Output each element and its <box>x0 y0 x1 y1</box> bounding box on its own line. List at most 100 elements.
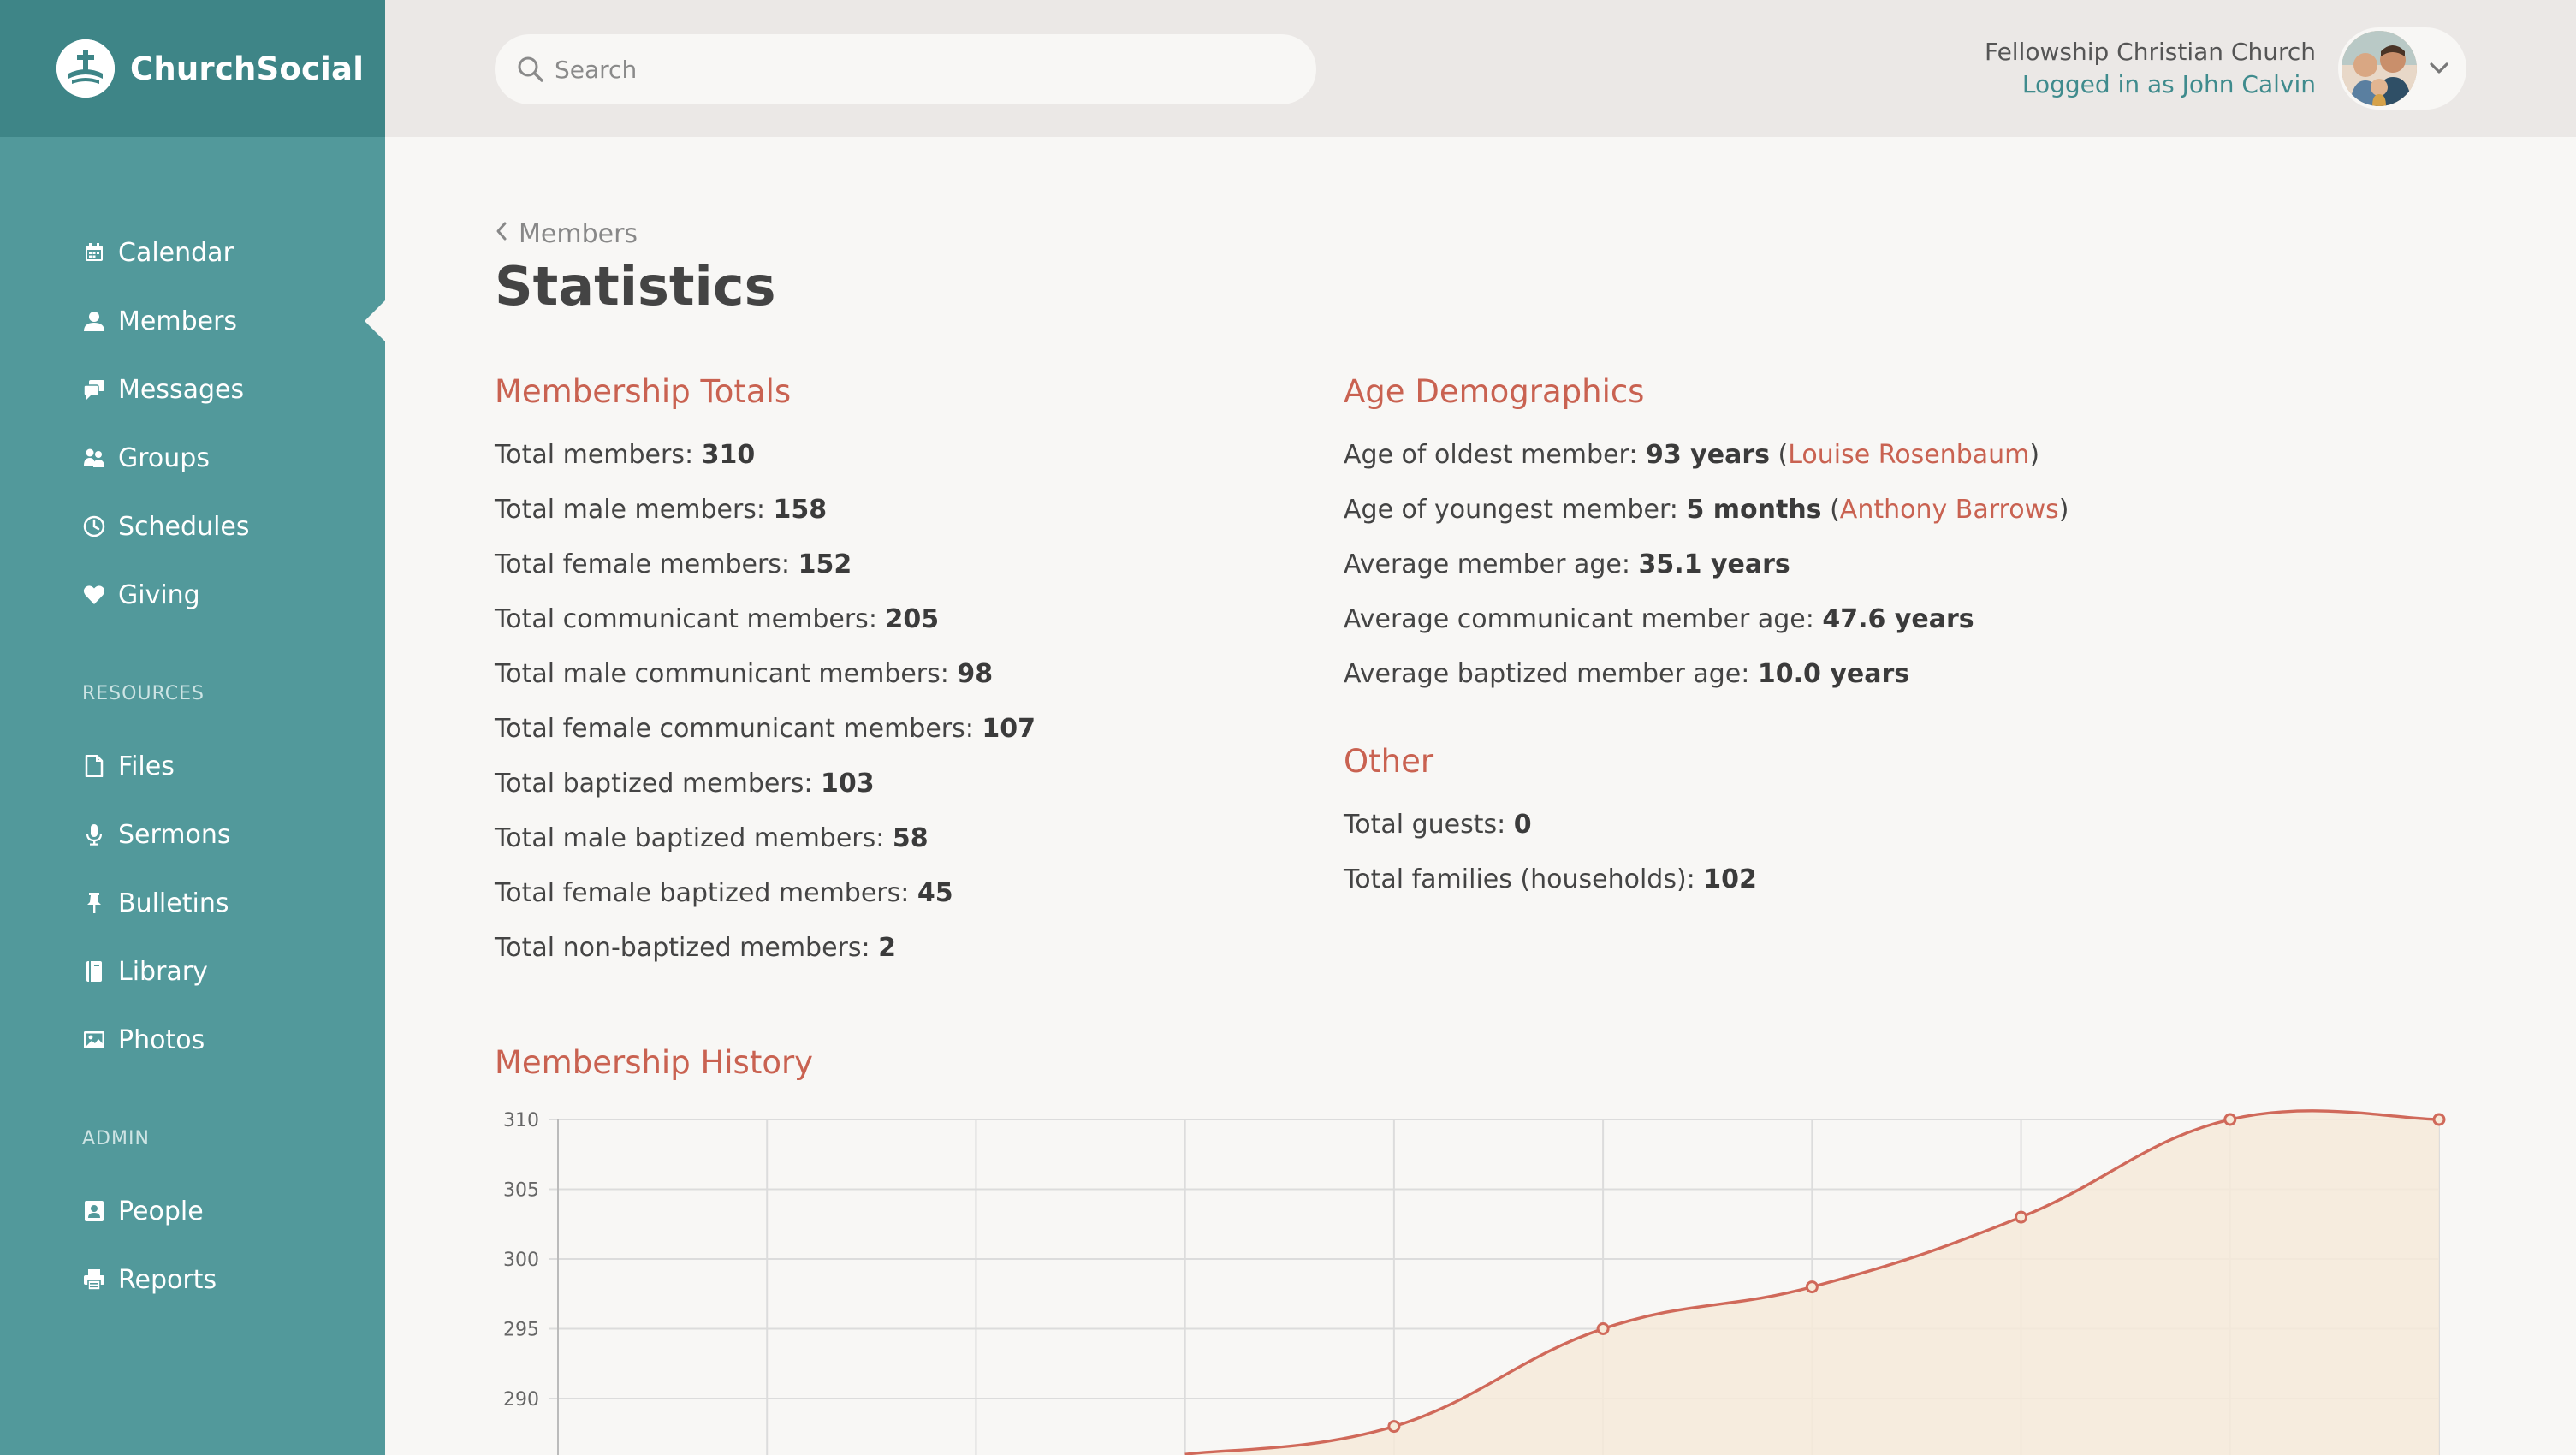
stat-label: Total female baptized members: <box>495 878 917 908</box>
stat-label: Total female communicant members: <box>495 714 982 744</box>
data-point <box>1387 1420 1401 1434</box>
stat-value: 98 <box>957 659 994 689</box>
calendar-icon <box>82 241 106 264</box>
clock-icon <box>82 514 106 538</box>
main-nav: Calendar Members Messages Groups Schedul… <box>0 218 385 629</box>
stat-label: Total male communicant members: <box>495 659 958 689</box>
stat-value: 5 months <box>1686 495 1822 525</box>
membership-history-title: Membership History <box>495 1044 814 1081</box>
data-point <box>1596 1322 1610 1335</box>
file-icon <box>82 754 106 778</box>
sidebar-item-sermons[interactable]: Sermons <box>0 800 385 869</box>
sidebar-item-files[interactable]: Files <box>0 732 385 800</box>
stat-row-female-members: Total female members: 152 <box>495 537 1036 592</box>
stat-row-average-age: Average member age: 35.1 years <box>1344 537 2069 592</box>
brand-name: ChurchSocial <box>130 50 365 87</box>
printer-icon <box>82 1268 106 1292</box>
stat-value: 93 years <box>1645 440 1770 470</box>
stat-row-female-communicant: Total female communicant members: 107 <box>495 702 1036 757</box>
account-info: Fellowship Christian Church Logged in as… <box>1985 36 2316 101</box>
groups-icon <box>82 446 106 470</box>
image-icon <box>82 1028 106 1052</box>
sidebar: ChurchSocial Calendar Members Messages G… <box>0 0 385 1455</box>
church-name: Fellowship Christian Church <box>1985 38 2316 66</box>
search-box[interactable] <box>495 34 1316 104</box>
book-icon <box>82 959 106 983</box>
admin-section-label: ADMIN <box>82 1128 150 1149</box>
stat-row-average-communicant-age: Average communicant member age: 47.6 yea… <box>1344 592 2069 647</box>
membership-totals-list: Total members: 310 Total male members: 1… <box>495 428 1036 976</box>
series-area <box>1184 1110 2439 1455</box>
search-input[interactable] <box>555 55 1291 84</box>
stat-value: 47.6 years <box>1822 604 1974 634</box>
other-title: Other <box>1344 743 1434 780</box>
top-bar: Fellowship Christian Church Logged in as… <box>385 0 2576 137</box>
stat-label: Total non-baptized members: <box>495 933 879 963</box>
y-tick-label: 300 <box>503 1250 539 1271</box>
data-point <box>2223 1113 2237 1126</box>
other-list: Total guests: 0 Total families (househol… <box>1344 798 1757 907</box>
account-menu[interactable]: Fellowship Christian Church Logged in as… <box>1985 27 2576 110</box>
sidebar-item-label: Files <box>118 751 175 781</box>
person-link[interactable]: Louise Rosenbaum <box>1788 440 2030 470</box>
stat-value: 158 <box>773 495 828 525</box>
sidebar-item-label: Giving <box>118 579 200 610</box>
sidebar-item-groups[interactable]: Groups <box>0 424 385 492</box>
stat-label: Total male baptized members: <box>495 823 893 853</box>
stat-label: Average communicant member age: <box>1344 604 1823 634</box>
y-tick-label: 290 <box>503 1389 539 1410</box>
user-icon <box>82 309 106 333</box>
sidebar-item-photos[interactable]: Photos <box>0 1006 385 1074</box>
stat-value: 2 <box>878 933 897 963</box>
stat-label: Total female members: <box>495 549 798 579</box>
stat-row-male-baptized: Total male baptized members: 58 <box>495 811 1036 866</box>
chat-icon <box>82 377 106 401</box>
stat-value: 103 <box>820 769 875 799</box>
resources-nav: Files Sermons Bulletins Library Photos <box>0 732 385 1074</box>
logged-in-user: Logged in as John Calvin <box>2021 70 2316 98</box>
stat-row-oldest-member: Age of oldest member: 93 years (Louise R… <box>1344 440 2040 470</box>
sidebar-item-giving[interactable]: Giving <box>0 561 385 629</box>
sidebar-item-reports[interactable]: Reports <box>0 1245 385 1314</box>
sidebar-item-bulletins[interactable]: Bulletins <box>0 869 385 937</box>
search-icon <box>513 52 548 86</box>
stat-value: 310 <box>701 440 756 470</box>
person-link[interactable]: Anthony Barrows <box>1839 495 2059 525</box>
account-dropdown[interactable] <box>2338 27 2466 110</box>
avatar[interactable] <box>2342 31 2417 106</box>
sidebar-item-label: Photos <box>118 1024 205 1055</box>
admin-nav: People Reports <box>0 1177 385 1314</box>
chevron-down-icon[interactable] <box>2427 56 2451 84</box>
y-tick-label: 305 <box>503 1180 539 1202</box>
brand-header[interactable]: ChurchSocial <box>0 0 385 137</box>
sidebar-item-schedules[interactable]: Schedules <box>0 492 385 561</box>
sidebar-item-label: Groups <box>118 442 210 473</box>
stat-value: 58 <box>892 823 929 853</box>
stat-row-male-communicant: Total male communicant members: 98 <box>495 647 1036 702</box>
age-demographics-title: Age Demographics <box>1344 373 1645 410</box>
sidebar-item-members[interactable]: Members <box>0 287 385 355</box>
data-point <box>2432 1113 2446 1126</box>
sidebar-item-calendar[interactable]: Calendar <box>0 218 385 287</box>
stat-label: Total members: <box>495 440 702 470</box>
stat-row-average-baptized-age: Average baptized member age: 10.0 years <box>1344 647 2069 702</box>
y-tick-label: 295 <box>503 1320 539 1341</box>
membership-history-chart: 290 295 300 305 310 <box>503 1109 2446 1455</box>
stat-value: 152 <box>798 549 852 579</box>
sidebar-item-messages[interactable]: Messages <box>0 355 385 424</box>
stat-row-baptized-members: Total baptized members: 103 <box>495 757 1036 811</box>
breadcrumb[interactable]: Members <box>495 219 638 249</box>
stat-row-total-guests: Total guests: 0 <box>1344 798 1757 852</box>
stat-value: 0 <box>1513 810 1532 840</box>
stat-value: 205 <box>885 604 940 634</box>
breadcrumb-link-members[interactable]: Members <box>519 219 638 249</box>
sidebar-item-people[interactable]: People <box>0 1177 385 1245</box>
stat-value: 10.0 years <box>1757 659 1910 689</box>
sidebar-item-library[interactable]: Library <box>0 937 385 1006</box>
data-point <box>2015 1210 2028 1224</box>
sidebar-item-label: Bulletins <box>118 888 229 918</box>
contacts-icon <box>82 1199 106 1223</box>
sidebar-item-label: Reports <box>118 1264 217 1295</box>
stat-label: Average member age: <box>1344 549 1639 579</box>
stat-value: 45 <box>917 878 953 908</box>
